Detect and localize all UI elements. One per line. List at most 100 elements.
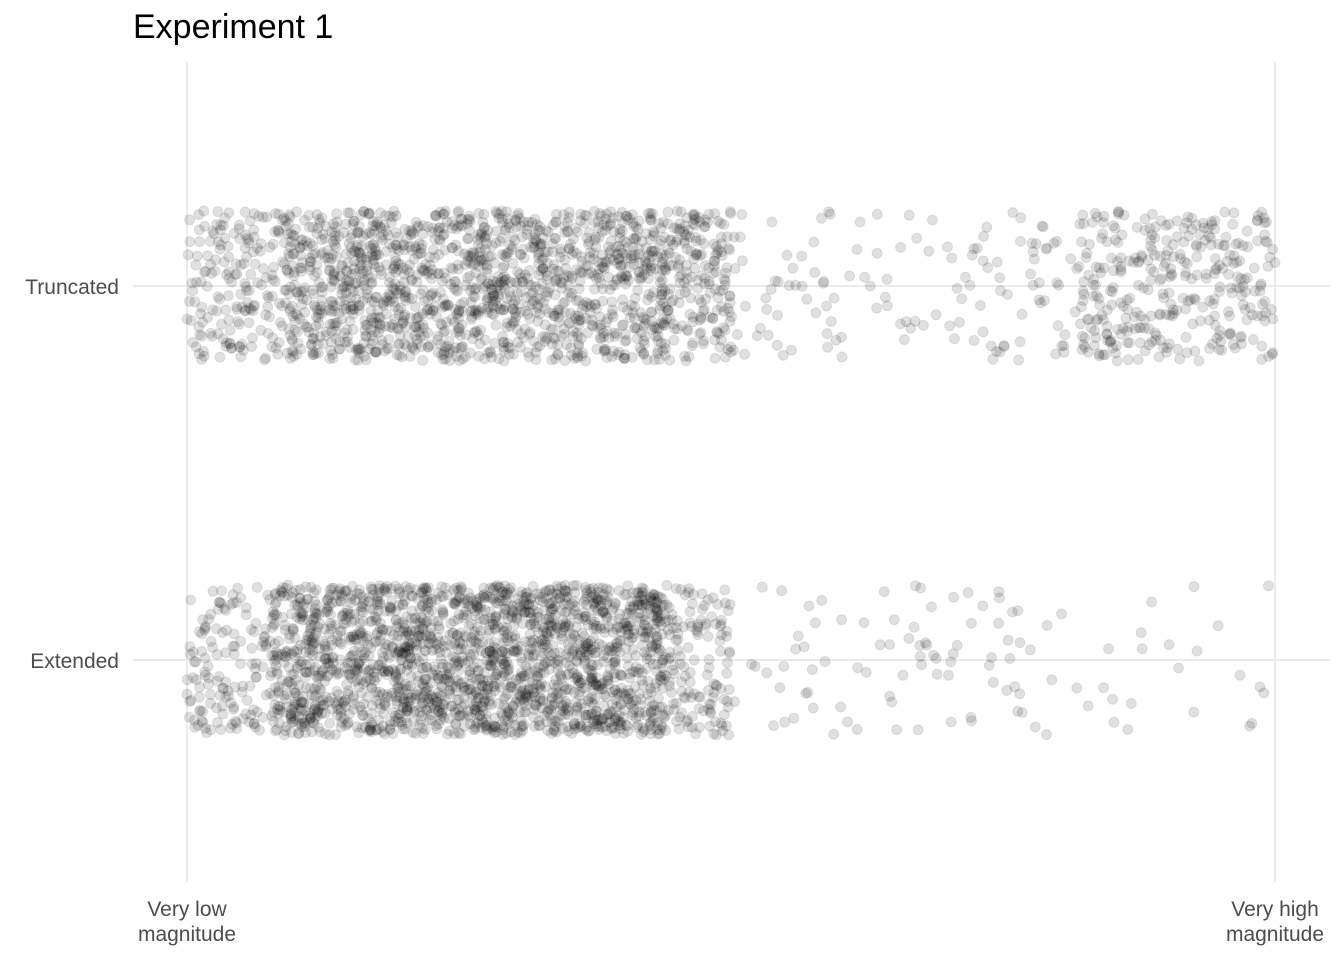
data-point [239, 229, 251, 241]
data-point [622, 304, 633, 316]
data-point [572, 310, 584, 322]
data-point [661, 579, 673, 591]
data-point [507, 348, 519, 360]
data-point [551, 273, 563, 285]
data-point [573, 315, 585, 327]
data-point [617, 217, 628, 229]
data-point [664, 354, 676, 366]
data-point [232, 582, 244, 594]
data-point [463, 232, 474, 244]
data-point [403, 266, 415, 278]
data-point [213, 671, 225, 682]
data-point [331, 700, 343, 711]
data-point [1002, 634, 1014, 646]
data-point [197, 717, 209, 728]
data-point [559, 296, 571, 308]
data-point [456, 213, 468, 225]
data-point [502, 664, 514, 676]
data-point [530, 354, 542, 366]
data-point [809, 617, 821, 629]
data-point [639, 724, 651, 736]
data-point [607, 304, 618, 316]
data-point [1107, 693, 1119, 705]
data-point [563, 651, 575, 663]
data-point [1108, 716, 1120, 728]
data-point [575, 251, 587, 263]
data-point [566, 349, 577, 361]
data-point [378, 220, 390, 232]
data-point [945, 716, 957, 728]
data-point [294, 703, 306, 715]
data-point [736, 209, 748, 220]
data-point [671, 323, 683, 335]
data-point [531, 341, 543, 353]
data-point [646, 250, 658, 262]
data-point [307, 249, 319, 261]
data-point [490, 319, 502, 331]
data-point [1135, 627, 1147, 639]
data-point [355, 251, 367, 263]
data-point [1146, 596, 1158, 608]
data-point [246, 642, 258, 654]
data-point [1050, 348, 1062, 360]
data-point [586, 675, 598, 687]
data-point [378, 300, 390, 311]
data-point [517, 618, 529, 630]
data-point [382, 649, 394, 661]
data-point [1191, 269, 1203, 281]
data-point [241, 232, 253, 244]
data-point [553, 316, 565, 328]
data-point [1179, 270, 1191, 282]
data-point [435, 318, 447, 330]
data-point [776, 585, 788, 597]
data-point [509, 633, 521, 645]
data-point [375, 265, 387, 277]
data-point [592, 256, 604, 268]
data-point [452, 259, 464, 271]
data-point [1035, 297, 1047, 309]
data-point [600, 612, 612, 624]
data-point [429, 233, 441, 245]
data-point [540, 627, 552, 638]
data-point [372, 305, 384, 317]
data-point [344, 341, 356, 353]
data-point [923, 245, 935, 257]
data-point [516, 276, 528, 288]
data-point [551, 654, 563, 666]
data-point [599, 345, 611, 357]
data-point [228, 228, 240, 239]
data-point [566, 248, 578, 260]
data-point [532, 667, 544, 678]
data-point [1078, 218, 1090, 230]
data-point [358, 274, 370, 286]
data-point [654, 277, 666, 289]
data-point [473, 329, 484, 341]
data-point [703, 698, 715, 710]
data-point [986, 652, 998, 663]
data-point [570, 295, 582, 307]
data-point [221, 337, 232, 349]
data-point [821, 300, 833, 312]
data-point [664, 646, 676, 658]
data-point [430, 209, 442, 221]
data-point [358, 337, 370, 349]
data-point [491, 207, 503, 219]
data-point [448, 220, 460, 231]
data-point [369, 346, 381, 358]
data-point [340, 586, 352, 598]
data-point [633, 248, 645, 260]
data-point [498, 345, 510, 356]
data-point [465, 347, 476, 359]
data-point [342, 257, 354, 269]
data-point [189, 296, 201, 308]
data-point [434, 235, 446, 247]
data-point [446, 313, 458, 325]
data-point [273, 297, 285, 309]
data-point [571, 621, 582, 633]
data-point [772, 309, 783, 321]
data-point [275, 584, 287, 596]
data-point [205, 258, 217, 270]
data-point [681, 212, 693, 224]
data-point [1089, 325, 1100, 337]
data-point [440, 205, 451, 217]
